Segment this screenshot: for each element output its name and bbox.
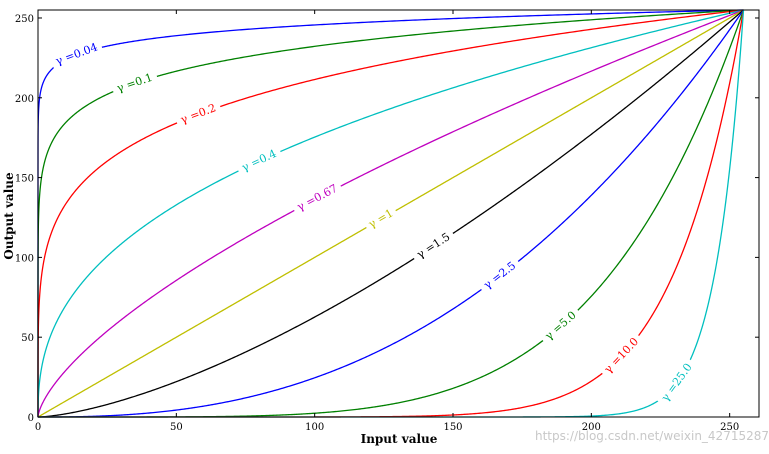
curve-label-background (598, 331, 644, 379)
y-axis-ticks: 0 50 100 150 200 250 (15, 14, 759, 424)
y-tick-label: 250 (15, 14, 34, 25)
x-tick-label: 200 (582, 422, 601, 433)
curve-label-background (174, 99, 222, 128)
series-line-gamma-0_67 (37, 9, 744, 418)
y-tick-label: 100 (15, 253, 34, 264)
x-tick-label: 100 (305, 422, 324, 433)
curve-label: γ =2.5 (481, 259, 518, 292)
curve-label: γ =0.67 (295, 182, 340, 214)
watermark-text: https://blog.csdn.net/weixin_42715287 (535, 429, 769, 443)
curve-label-background (362, 204, 399, 232)
x-tick-label: 50 (170, 422, 183, 433)
curve-label: γ =5.0 (542, 309, 578, 343)
curve-label-background (110, 69, 159, 96)
series-line-gamma-0_2 (37, 9, 744, 417)
y-axis-label: Output value (2, 172, 16, 260)
curve-label: γ =0.04 (54, 40, 100, 67)
series-line-gamma-0_4 (37, 9, 744, 417)
series-line-gamma-0_04 (37, 9, 744, 417)
x-tick-label: 250 (720, 422, 739, 433)
curve-label: γ =1 (366, 206, 395, 230)
x-axis-label: Input value (361, 432, 438, 446)
curve-label-background (477, 256, 522, 294)
curve-label-background (656, 357, 697, 407)
curve-labels-layer: γ =0.04 γ =0.1 γ =0.2 γ =0.4 γ =0.67 γ =1 γ =1… (49, 38, 697, 407)
curve-label-background (538, 305, 582, 345)
series-line-gamma-2_5 (38, 9, 745, 418)
curve-label: γ =25.0 (659, 361, 695, 404)
curve-label: γ =1.5 (414, 230, 452, 261)
plot-frame (37, 9, 760, 418)
curve-label-background (410, 227, 456, 263)
curve-label-background (290, 179, 343, 215)
curve-label-background (49, 38, 104, 69)
x-axis-ticks: 0 50 100 150 200 250 (35, 10, 739, 433)
curve-label-background (235, 144, 283, 176)
y-tick-label: 0 (28, 413, 34, 424)
curve-label: γ =0.4 (240, 147, 279, 174)
y-tick-label: 50 (21, 333, 34, 344)
y-tick-label: 150 (15, 174, 34, 185)
series-line-gamma-1_5 (37, 9, 744, 418)
curve-label: γ =0.1 (115, 71, 154, 95)
curve-label: γ =10.0 (602, 335, 641, 376)
curve-label: γ =0.2 (179, 101, 218, 126)
x-tick-label: 0 (35, 422, 41, 433)
x-tick-label: 150 (443, 422, 462, 433)
y-tick-label: 200 (15, 94, 34, 105)
